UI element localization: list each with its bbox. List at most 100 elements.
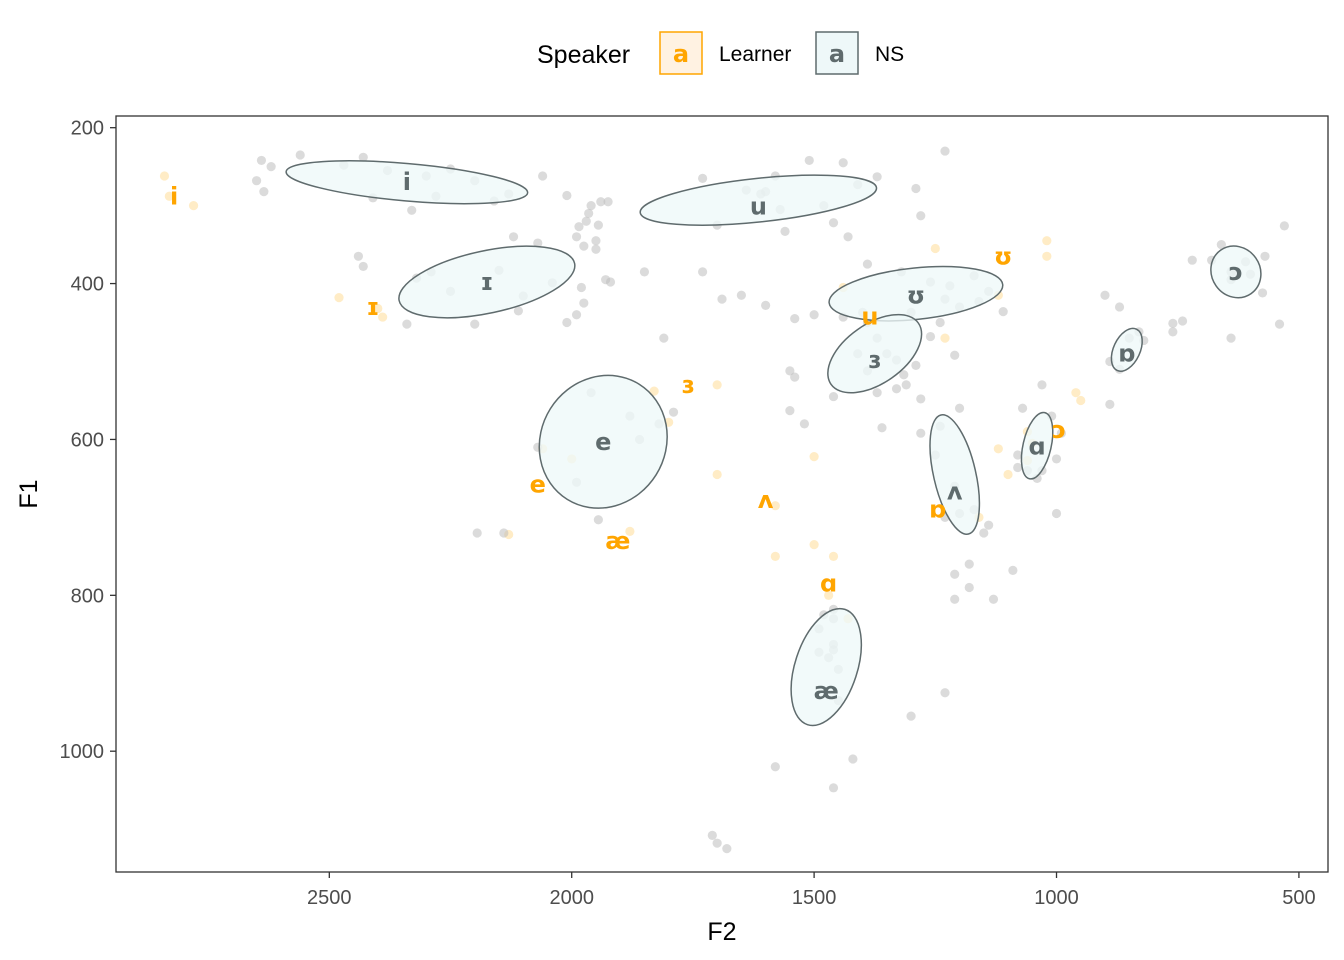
ns-token-point	[1279, 221, 1289, 231]
ns-token-point	[1257, 288, 1268, 298]
y-tick-label: 800	[71, 585, 104, 607]
ns-token-point	[659, 333, 669, 343]
ns-vowel-label: e	[595, 428, 611, 456]
ns-ellipse	[827, 313, 923, 394]
ns-token-point	[1105, 399, 1115, 409]
ns-token-point	[916, 211, 926, 221]
ns-token-point	[571, 310, 582, 320]
ns-token-point	[790, 372, 800, 382]
ns-token-point	[761, 300, 771, 310]
legend-title: Speaker	[537, 41, 630, 69]
learner-token-point	[712, 380, 722, 390]
learner-token-point	[712, 469, 722, 480]
ns-token-point	[901, 380, 911, 390]
ns-ellipses	[285, 160, 1262, 727]
ns-token-point	[722, 844, 732, 854]
ns-token-point	[950, 569, 960, 579]
ns-token-point	[1100, 290, 1110, 300]
learner-token-point	[828, 551, 839, 561]
ns-token-point	[596, 197, 606, 207]
ns-token-point	[586, 201, 596, 211]
ns-token-point	[407, 205, 417, 215]
legend-key-ns: a	[815, 31, 859, 75]
ns-token-point	[295, 150, 305, 160]
ns-token-point	[538, 171, 548, 181]
learner-token-point	[1042, 251, 1052, 261]
ns-token-point	[984, 520, 994, 530]
learner-token-point	[649, 386, 659, 396]
ns-vowel-label: ʊ	[907, 281, 926, 309]
ns-token-point	[925, 331, 936, 342]
ns-token-point	[1051, 454, 1062, 464]
ns-ellipse	[398, 245, 576, 319]
ns-ellipse	[639, 174, 878, 226]
learner-vowel-label: e	[530, 471, 546, 499]
learner-token-point	[1071, 388, 1081, 398]
learner-vowel-label: ɑ	[820, 570, 837, 598]
ns-token-point	[513, 306, 523, 316]
ns-token-point	[358, 261, 368, 272]
ns-vowel-label: ɒ	[1118, 340, 1135, 368]
learner-token-point	[373, 303, 383, 314]
y-tick-label: 200	[71, 118, 104, 140]
learner-vowel-label: ʊ	[994, 242, 1013, 270]
ns-token-point	[828, 391, 839, 402]
ns-token-point	[259, 187, 269, 197]
y-tick-label: 1000	[60, 741, 105, 763]
learner-vowel-label: ɪ	[366, 293, 379, 321]
y-axis: 200 400 600 800 1000	[60, 118, 116, 763]
ns-token-point	[1051, 508, 1062, 519]
ns-token-point	[1013, 450, 1023, 460]
x-tick-label: 1000	[1034, 887, 1079, 909]
ns-token-point	[916, 428, 926, 438]
ns-token-point	[950, 350, 960, 360]
ns-vowel-label: i	[403, 168, 411, 196]
learner-token-point	[824, 590, 834, 600]
ns-token-point	[828, 783, 839, 793]
ns-token-point	[964, 559, 974, 569]
ns-token-point	[988, 594, 999, 604]
ns-token-point	[1017, 403, 1028, 413]
learner-token-point	[378, 312, 388, 322]
ns-token-point	[1056, 428, 1066, 438]
learner-vowel-label: u	[861, 302, 878, 330]
ns-token-point	[906, 711, 916, 721]
legend-key-ns-glyph: a	[829, 40, 845, 68]
ns-token-point	[591, 236, 601, 246]
ns-token-point	[579, 241, 589, 251]
ns-token-point	[1260, 251, 1270, 261]
ns-token-point	[843, 232, 853, 242]
ns-token-point	[562, 317, 572, 328]
legend-label-ns: NS	[875, 43, 904, 66]
ns-token-point	[707, 830, 717, 840]
ns-token-point	[579, 298, 589, 308]
ns-vowel-label: ɪ	[480, 268, 493, 296]
legend-key-learner: a	[659, 31, 703, 75]
ns-token-point	[593, 515, 603, 525]
ns-ellipse	[790, 607, 863, 727]
learner-token-point	[334, 292, 344, 303]
ns-token-point	[562, 190, 572, 201]
ns-token-point	[1274, 319, 1285, 329]
ns-token-point	[998, 307, 1008, 317]
learner-token-point	[770, 551, 780, 561]
ns-vowel-label: ʌ	[947, 478, 963, 506]
vowel-labels: i ɪ e æ u ʊ ɜ ʌ ɑ ɒ ɔ i ɪ e æ ɜ ʌ ɑ u ʊ ɒ ɔ	[170, 168, 1243, 705]
ns-token-point	[940, 146, 950, 156]
ns-token-point	[785, 366, 795, 376]
ns-token-point	[1013, 462, 1023, 473]
learner-token-point	[993, 444, 1003, 454]
ns-token-point	[954, 403, 965, 413]
ns-token-point	[785, 406, 795, 416]
ns-token-point	[402, 319, 412, 329]
ns-ellipse	[828, 265, 1004, 322]
ns-token-point	[770, 762, 780, 772]
ns-token-point	[838, 158, 848, 168]
ns-token-point	[698, 173, 708, 183]
ns-token-point	[1008, 565, 1018, 575]
ns-token-point	[256, 155, 267, 166]
ns-token-point	[799, 419, 810, 429]
ns-token-point	[251, 176, 262, 186]
ns-token-point	[877, 423, 887, 433]
